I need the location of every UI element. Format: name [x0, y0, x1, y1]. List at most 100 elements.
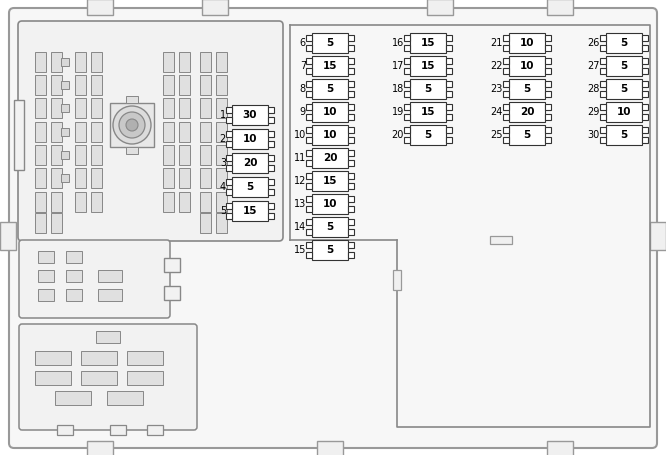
Bar: [503, 35, 509, 41]
Bar: [98, 270, 122, 282]
Bar: [226, 179, 232, 185]
Text: 5: 5: [424, 130, 432, 140]
Text: 30: 30: [588, 130, 600, 140]
Bar: [0, 222, 16, 250]
Text: 3: 3: [220, 158, 226, 168]
Bar: [178, 98, 190, 118]
Text: 18: 18: [392, 84, 404, 94]
Bar: [642, 45, 648, 51]
Bar: [226, 141, 232, 147]
Bar: [410, 102, 446, 122]
Text: 10: 10: [294, 130, 306, 140]
Bar: [348, 45, 354, 51]
Bar: [600, 58, 606, 64]
Bar: [51, 75, 61, 95]
FancyBboxPatch shape: [19, 324, 197, 430]
Bar: [410, 33, 446, 53]
Bar: [404, 114, 410, 120]
Bar: [107, 391, 143, 405]
Bar: [306, 81, 312, 87]
Text: 7: 7: [300, 61, 306, 71]
Text: 5: 5: [326, 84, 334, 94]
Bar: [642, 137, 648, 143]
Bar: [75, 192, 85, 212]
Bar: [200, 168, 210, 188]
Text: 5: 5: [620, 38, 627, 48]
Bar: [509, 102, 545, 122]
Text: 15: 15: [421, 61, 436, 71]
Text: 10: 10: [323, 130, 337, 140]
Bar: [91, 145, 101, 165]
Bar: [51, 52, 61, 72]
Bar: [503, 104, 509, 110]
Bar: [91, 192, 101, 212]
Bar: [446, 58, 452, 64]
Bar: [503, 68, 509, 74]
Bar: [348, 68, 354, 74]
Bar: [57, 425, 73, 435]
Bar: [317, 441, 343, 455]
Bar: [226, 107, 232, 113]
Bar: [202, 0, 228, 15]
Bar: [545, 137, 551, 143]
Bar: [35, 168, 45, 188]
Bar: [200, 213, 210, 233]
Bar: [216, 145, 226, 165]
Bar: [35, 122, 45, 142]
Bar: [127, 371, 163, 385]
Text: 14: 14: [294, 222, 306, 232]
Bar: [348, 104, 354, 110]
Bar: [306, 137, 312, 143]
Bar: [163, 192, 174, 212]
Bar: [216, 122, 226, 142]
Bar: [312, 194, 348, 214]
Text: 12: 12: [294, 176, 306, 186]
Text: 5: 5: [620, 61, 627, 71]
Bar: [200, 75, 210, 95]
Bar: [547, 0, 573, 15]
Bar: [503, 45, 509, 51]
Bar: [503, 91, 509, 97]
Text: 10: 10: [323, 199, 337, 209]
Text: 16: 16: [392, 38, 404, 48]
Bar: [642, 127, 648, 133]
Bar: [509, 125, 545, 145]
Bar: [545, 91, 551, 97]
Bar: [268, 203, 274, 209]
Bar: [600, 81, 606, 87]
Bar: [312, 240, 348, 260]
Bar: [35, 351, 71, 365]
Bar: [446, 114, 452, 120]
Bar: [312, 148, 348, 168]
Bar: [226, 117, 232, 123]
Bar: [404, 45, 410, 51]
Bar: [600, 104, 606, 110]
Bar: [91, 98, 101, 118]
Bar: [268, 179, 274, 185]
Bar: [446, 45, 452, 51]
Text: 23: 23: [491, 84, 503, 94]
Bar: [35, 192, 45, 212]
Bar: [600, 35, 606, 41]
Bar: [35, 75, 45, 95]
Bar: [446, 104, 452, 110]
Bar: [503, 58, 509, 64]
Text: 21: 21: [491, 38, 503, 48]
Bar: [61, 58, 69, 66]
Text: 19: 19: [392, 107, 404, 117]
Bar: [75, 168, 85, 188]
Bar: [503, 127, 509, 133]
Bar: [312, 79, 348, 99]
Bar: [61, 128, 69, 136]
Bar: [306, 127, 312, 133]
Bar: [545, 81, 551, 87]
Bar: [600, 137, 606, 143]
Bar: [606, 56, 642, 76]
Bar: [75, 52, 85, 72]
Text: 5: 5: [620, 130, 627, 140]
Bar: [600, 68, 606, 74]
Bar: [410, 79, 446, 99]
Bar: [35, 371, 71, 385]
Text: 10: 10: [617, 107, 631, 117]
Bar: [61, 81, 69, 89]
